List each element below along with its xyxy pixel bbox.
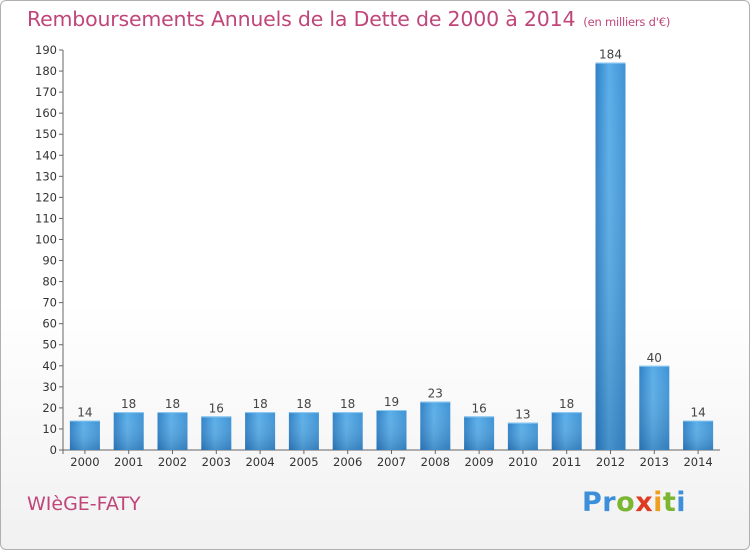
data-label: 18 bbox=[559, 397, 574, 411]
bar-shade bbox=[332, 412, 363, 450]
y-tick-label: 170 bbox=[35, 85, 57, 99]
chart-title-text: Remboursements Annuels de la Dette de 20… bbox=[27, 7, 576, 31]
x-tick-label: 2003 bbox=[202, 455, 231, 469]
proxiti-logo: Proxiti bbox=[582, 487, 686, 518]
logo-letter: x bbox=[635, 487, 654, 518]
data-label: 16 bbox=[471, 401, 486, 415]
y-tick-label: 60 bbox=[42, 317, 57, 331]
y-tick-label: 140 bbox=[35, 148, 57, 162]
chart-unit: (en milliers d'€) bbox=[583, 15, 671, 29]
data-label: 18 bbox=[340, 397, 355, 411]
x-tick-label: 2002 bbox=[158, 455, 187, 469]
bar-shade bbox=[69, 420, 100, 450]
bar-shade bbox=[420, 401, 451, 450]
chart-data-labels: 14 18 18 16 18 18 18 19 23 16 13 18 184 40 14 bbox=[77, 48, 705, 422]
data-label: 23 bbox=[428, 387, 443, 401]
logo-letter: i bbox=[676, 487, 687, 518]
chart-title: Remboursements Annuels de la Dette de 20… bbox=[27, 7, 670, 31]
y-tick-label: 110 bbox=[35, 211, 57, 225]
bar-shade bbox=[288, 412, 319, 450]
x-tick-label: 2009 bbox=[464, 455, 493, 469]
bar-shade bbox=[683, 420, 714, 450]
y-tick-label: 150 bbox=[35, 127, 57, 141]
y-tick-label: 40 bbox=[42, 359, 57, 373]
data-label: 18 bbox=[252, 397, 267, 411]
y-tick-label: 190 bbox=[35, 43, 57, 57]
y-tick-label: 90 bbox=[42, 254, 57, 268]
x-tick-label: 2000 bbox=[70, 455, 99, 469]
logo-letter: r bbox=[602, 487, 617, 518]
x-tick-label: 2001 bbox=[114, 455, 143, 469]
x-tick-label: 2012 bbox=[596, 455, 625, 469]
x-tick-label: 2005 bbox=[289, 455, 318, 469]
chart-bars bbox=[69, 62, 714, 450]
bar-shade bbox=[376, 410, 407, 450]
data-label: 18 bbox=[296, 397, 311, 411]
data-label: 16 bbox=[209, 401, 224, 415]
bar-shade bbox=[157, 412, 188, 450]
data-label: 18 bbox=[165, 397, 180, 411]
bar-shade bbox=[507, 422, 538, 450]
x-tick-label: 2014 bbox=[683, 455, 712, 469]
y-tick-label: 130 bbox=[35, 169, 57, 183]
y-tick-label: 160 bbox=[35, 106, 57, 120]
y-tick-label: 100 bbox=[35, 232, 57, 246]
data-label: 14 bbox=[690, 406, 705, 420]
y-tick-label: 180 bbox=[35, 64, 57, 78]
x-tick-label: 2004 bbox=[245, 455, 274, 469]
bar-shade bbox=[551, 412, 582, 450]
data-label: 184 bbox=[599, 48, 622, 62]
bar-shade bbox=[639, 365, 670, 450]
y-tick-label: 50 bbox=[42, 338, 57, 352]
x-tick-label: 2011 bbox=[552, 455, 581, 469]
bar-shade bbox=[595, 62, 626, 450]
bar-shade bbox=[201, 416, 232, 450]
logo-letter: t bbox=[662, 487, 677, 518]
y-tick-label: 0 bbox=[50, 443, 57, 457]
data-label: 19 bbox=[384, 395, 399, 409]
x-tick-label: 2006 bbox=[333, 455, 362, 469]
bar-shade bbox=[113, 412, 144, 450]
city-name: WIèGE-FATY bbox=[27, 493, 141, 515]
x-tick-label: 2010 bbox=[508, 455, 537, 469]
y-tick-label: 10 bbox=[42, 422, 57, 436]
logo-letter: o bbox=[616, 487, 636, 518]
data-label: 18 bbox=[121, 397, 136, 411]
y-tick-label: 20 bbox=[42, 401, 57, 415]
bar-shade bbox=[464, 416, 495, 450]
logo-letter: P bbox=[582, 487, 603, 518]
x-tick-label: 2013 bbox=[640, 455, 669, 469]
bar-shade bbox=[245, 412, 276, 450]
x-tick-label: 2008 bbox=[421, 455, 450, 469]
y-tick-label: 120 bbox=[35, 190, 57, 204]
y-tick-label: 70 bbox=[42, 296, 57, 310]
data-label: 40 bbox=[647, 351, 662, 365]
logo-letter: i bbox=[653, 487, 663, 518]
data-label: 14 bbox=[77, 406, 92, 420]
x-tick-label: 2007 bbox=[377, 455, 406, 469]
y-tick-label: 30 bbox=[42, 380, 57, 394]
y-tick-label: 80 bbox=[42, 275, 57, 289]
data-label: 13 bbox=[515, 408, 530, 422]
